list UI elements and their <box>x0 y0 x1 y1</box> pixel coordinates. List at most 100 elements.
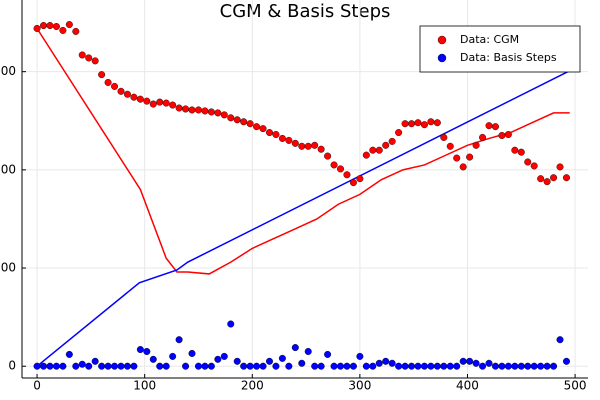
point <box>143 347 151 355</box>
point <box>207 108 215 116</box>
point <box>511 362 519 370</box>
y-tick-label: 100 <box>0 261 16 275</box>
point <box>466 153 474 161</box>
point <box>440 133 448 141</box>
point <box>433 362 441 370</box>
point <box>136 95 144 103</box>
point <box>485 359 493 367</box>
legend-label: Data: Basis Steps <box>460 51 557 64</box>
point <box>298 142 306 150</box>
x-tick-label: 300 <box>348 379 371 393</box>
point <box>446 362 454 370</box>
point <box>220 111 228 119</box>
point <box>408 120 416 128</box>
point <box>227 320 235 328</box>
point <box>259 362 267 370</box>
point <box>362 362 370 370</box>
point <box>349 179 357 187</box>
point <box>498 131 506 139</box>
point <box>524 362 532 370</box>
point <box>59 26 67 34</box>
point <box>227 114 235 122</box>
point <box>369 362 377 370</box>
point <box>517 362 525 370</box>
point <box>104 362 112 370</box>
x-tick-label: 200 <box>241 379 264 393</box>
point <box>194 362 202 370</box>
point <box>259 125 267 133</box>
point <box>317 362 325 370</box>
point <box>33 362 41 370</box>
point <box>130 362 138 370</box>
point <box>543 178 551 186</box>
point <box>420 362 428 370</box>
point <box>356 352 364 360</box>
point <box>98 362 106 370</box>
point <box>453 154 461 162</box>
point <box>382 141 390 149</box>
point <box>136 346 144 354</box>
x-tick-label: 500 <box>564 379 587 393</box>
point <box>408 362 416 370</box>
point <box>91 357 99 365</box>
point <box>175 336 183 344</box>
point <box>395 362 403 370</box>
point <box>433 119 441 127</box>
point <box>220 352 228 360</box>
point <box>472 141 480 149</box>
point <box>427 118 435 126</box>
point <box>59 362 67 370</box>
legend-box <box>419 25 581 73</box>
point <box>562 357 570 365</box>
point <box>414 362 422 370</box>
line <box>36 28 570 275</box>
point <box>324 152 332 160</box>
point <box>46 22 54 30</box>
point <box>272 362 280 370</box>
point <box>337 165 345 173</box>
point <box>330 161 338 169</box>
point <box>498 362 506 370</box>
point <box>194 106 202 114</box>
point <box>543 362 551 370</box>
point <box>420 121 428 129</box>
point <box>169 101 177 109</box>
line <box>36 69 573 367</box>
point <box>311 362 319 370</box>
point <box>479 362 487 370</box>
point <box>556 336 564 344</box>
point <box>156 98 164 106</box>
point <box>143 97 151 105</box>
point <box>52 362 60 370</box>
point <box>111 82 119 90</box>
legend-marker <box>437 35 447 45</box>
point <box>491 123 499 131</box>
point <box>388 137 396 145</box>
point <box>130 93 138 101</box>
point <box>562 174 570 182</box>
point <box>162 99 170 107</box>
point <box>78 360 86 368</box>
point <box>278 354 286 362</box>
point <box>233 116 241 124</box>
point <box>33 24 41 32</box>
point <box>524 158 532 166</box>
point <box>537 175 545 183</box>
point <box>265 129 273 137</box>
point <box>479 133 487 141</box>
point <box>530 362 538 370</box>
point <box>291 139 299 147</box>
legend-label: Data: CGM <box>460 33 519 46</box>
point <box>298 359 306 367</box>
point <box>188 106 196 114</box>
point <box>556 163 564 171</box>
point <box>337 362 345 370</box>
point <box>278 134 286 142</box>
point <box>78 51 86 59</box>
point <box>156 362 164 370</box>
point <box>201 362 209 370</box>
legend-marker <box>437 53 447 63</box>
point <box>111 362 119 370</box>
point <box>414 119 422 127</box>
point <box>188 349 196 357</box>
